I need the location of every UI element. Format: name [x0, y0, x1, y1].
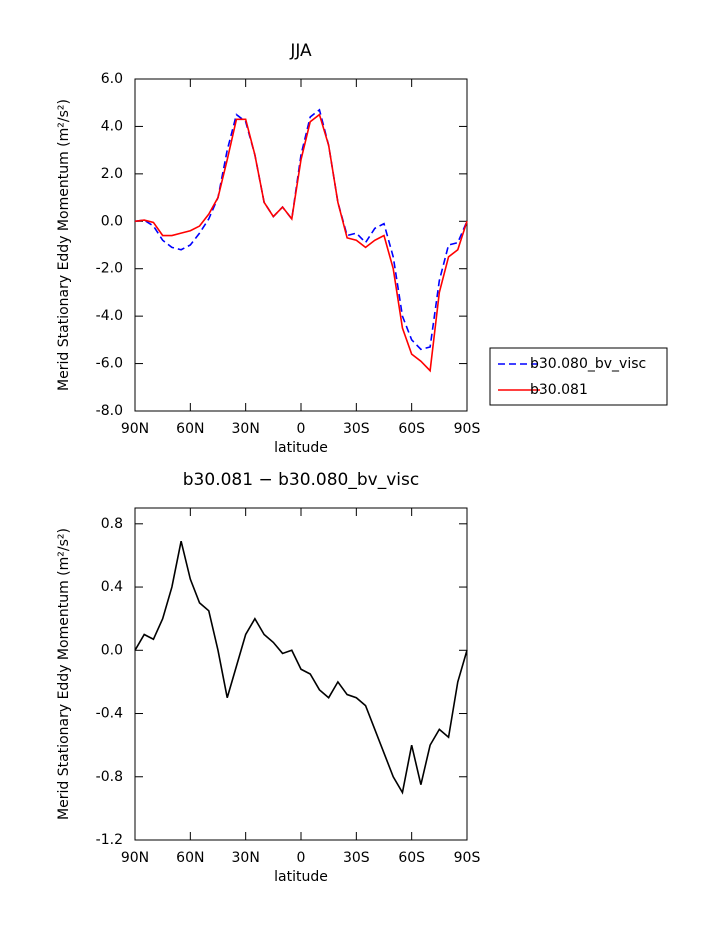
x-tick-label: 90N — [121, 850, 149, 866]
data-line — [134, 113, 468, 373]
legend-box — [489, 347, 668, 406]
x-tick-label: 90N — [121, 421, 149, 437]
x-tick-label: 60N — [176, 850, 204, 866]
y-tick-label: 2.0 — [101, 166, 123, 182]
x-tick-label: 30S — [343, 850, 370, 866]
legend-label: b30.080_bv_visc — [530, 356, 646, 372]
y-tick-label: -2.0 — [96, 261, 123, 277]
y-tick-label: -4.0 — [96, 308, 123, 324]
plot-frame — [134, 78, 468, 412]
y-tick-label: 6.0 — [101, 71, 123, 87]
legend-label: b30.081 — [530, 382, 588, 398]
y-tick-label: -6.0 — [96, 356, 123, 372]
x-tick-label: 90S — [454, 850, 481, 866]
x-tick-label: 30N — [232, 850, 260, 866]
y-tick-label: -1.2 — [96, 832, 123, 848]
x-axis-label: latitude — [274, 440, 328, 456]
y-tick-label: 4.0 — [101, 118, 123, 134]
x-tick-label: 60S — [398, 850, 425, 866]
x-tick-label: 30N — [232, 421, 260, 437]
y-tick-label: 0.0 — [101, 642, 123, 658]
x-axis-label: latitude — [274, 869, 328, 885]
y-tick-label: -0.8 — [96, 769, 123, 785]
y-tick-label: -8.0 — [96, 403, 123, 419]
y-tick-label: 0.0 — [101, 213, 123, 229]
x-tick-label: 60S — [398, 421, 425, 437]
y-tick-label: 0.4 — [101, 579, 123, 595]
y-tick-label: -0.4 — [96, 706, 123, 722]
chart-title: b30.081 − b30.080_bv_visc — [183, 470, 419, 490]
x-tick-label: 30S — [343, 421, 370, 437]
y-axis-label: Merid Stationary Eddy Momentum (m²/s²) — [56, 99, 72, 391]
x-tick-label: 60N — [176, 421, 204, 437]
x-tick-label: 0 — [297, 850, 306, 866]
x-tick-label: 90S — [454, 421, 481, 437]
chart-title: JJA — [289, 41, 312, 61]
y-axis-label: Merid Stationary Eddy Momentum (m²/s²) — [56, 528, 72, 820]
y-tick-label: 0.8 — [101, 516, 123, 532]
x-tick-label: 0 — [297, 421, 306, 437]
data-line — [134, 541, 468, 795]
data-line — [134, 108, 468, 351]
